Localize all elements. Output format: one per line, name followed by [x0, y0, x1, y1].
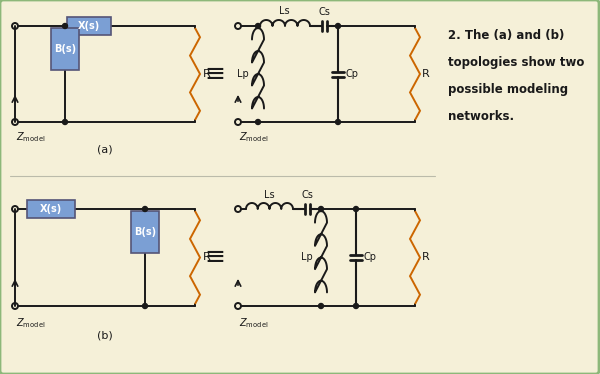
- Text: Lp: Lp: [301, 252, 313, 263]
- Text: ≡: ≡: [205, 62, 226, 86]
- Text: $Z_{\mathrm{model}}$: $Z_{\mathrm{model}}$: [239, 130, 269, 144]
- Text: R: R: [203, 69, 211, 79]
- Text: X(s): X(s): [78, 21, 100, 31]
- Text: Cp: Cp: [346, 69, 359, 79]
- Circle shape: [335, 120, 341, 125]
- Text: R: R: [203, 252, 211, 263]
- Bar: [131, 211, 159, 253]
- Text: networks.: networks.: [448, 110, 514, 123]
- Circle shape: [353, 206, 359, 212]
- Text: B(s): B(s): [54, 44, 76, 54]
- Text: Cs: Cs: [318, 7, 330, 17]
- Text: possible modeling: possible modeling: [448, 83, 568, 96]
- Text: X(s): X(s): [40, 204, 62, 214]
- Text: (b): (b): [97, 330, 113, 340]
- Bar: [67, 17, 111, 35]
- Text: $Z_{\mathrm{model}}$: $Z_{\mathrm{model}}$: [239, 316, 269, 330]
- Text: ≡: ≡: [205, 245, 226, 270]
- Circle shape: [62, 120, 67, 125]
- Circle shape: [143, 303, 148, 309]
- Circle shape: [62, 24, 67, 28]
- Text: 2. The (a) and (b): 2. The (a) and (b): [448, 29, 565, 42]
- Circle shape: [256, 120, 260, 125]
- Circle shape: [256, 24, 260, 28]
- Circle shape: [335, 24, 341, 28]
- Text: (a): (a): [97, 144, 113, 154]
- Text: B(s): B(s): [134, 227, 156, 237]
- Circle shape: [353, 303, 359, 309]
- Text: $Z_{\mathrm{model}}$: $Z_{\mathrm{model}}$: [16, 130, 46, 144]
- Text: $Z_{\mathrm{model}}$: $Z_{\mathrm{model}}$: [16, 316, 46, 330]
- Text: Cp: Cp: [364, 252, 377, 263]
- Text: R: R: [422, 69, 430, 79]
- Circle shape: [143, 206, 148, 212]
- Bar: [27, 200, 75, 218]
- Text: Lp: Lp: [237, 69, 249, 79]
- Circle shape: [319, 303, 323, 309]
- Text: Cs: Cs: [301, 190, 313, 200]
- Text: topologies show two: topologies show two: [448, 56, 584, 69]
- Text: R: R: [422, 252, 430, 263]
- Text: Ls: Ls: [264, 190, 275, 200]
- Text: Ls: Ls: [278, 6, 289, 16]
- Bar: [51, 28, 79, 70]
- Circle shape: [319, 206, 323, 212]
